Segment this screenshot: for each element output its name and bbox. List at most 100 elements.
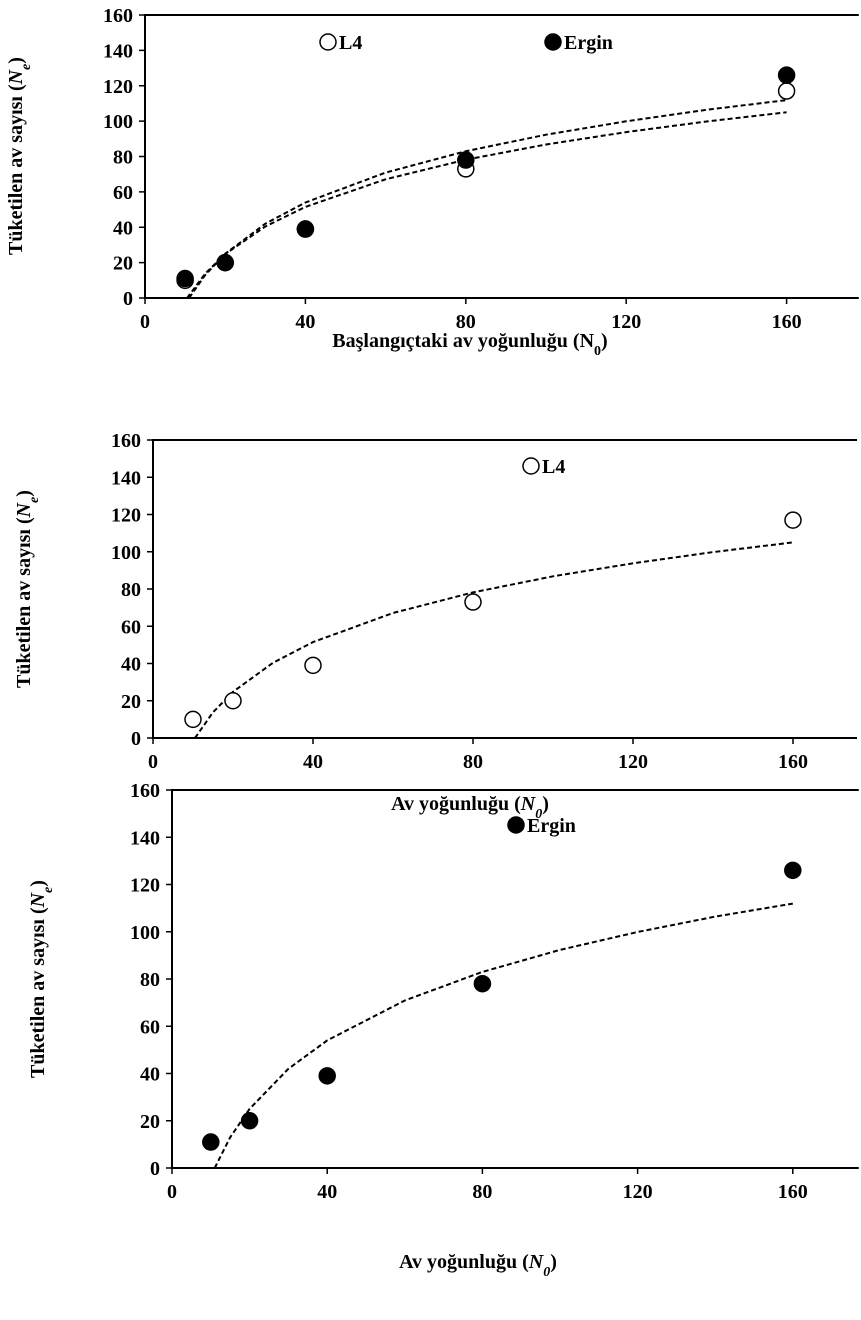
point [184,710,202,729]
y-tick-label: 140 [111,467,141,489]
chart: 0 20 40 60 80 100 120 140 160 0 40 80 120 160 Av yoğun… [27,780,859,1280]
legend-marker [544,33,562,51]
x-tick-label: 40 [317,1181,337,1203]
y-tick-label: 80 [140,969,160,991]
x-tick-label: 160 [772,311,802,333]
x-tick-label: 0 [148,751,158,773]
y-tick-label: 20 [121,691,141,713]
y-tick-label: 140 [103,40,133,62]
x-tick-label: 160 [778,751,808,773]
trendline [213,902,793,1169]
x-tick-label: 0 [167,1181,177,1203]
x-tick-label: 40 [295,311,315,333]
point [202,1133,220,1151]
point [777,66,796,84]
point [304,656,322,675]
legend-marker [319,33,337,51]
y-axis-label-part: N [5,68,27,85]
y-tick-label: 80 [121,579,141,601]
y-axis-label: Tüketilen av sayısı (Ne) [5,57,34,255]
point [224,692,242,710]
x-axis-label-part: Av yoğunluğu ( [399,1251,529,1273]
point [464,593,482,611]
y-axis-label-part: N [27,891,49,908]
y-axis-label-part: e [27,497,42,503]
y-tick-label: 0 [150,1158,160,1180]
x-axis-label-part: N [580,330,595,352]
x-tick-label: 120 [611,311,641,333]
legend-label: Ergin [527,815,576,837]
point [240,1112,259,1130]
x-tick-label: 80 [456,311,476,333]
x-axis-label-part: N [520,793,537,815]
trendline [194,541,794,739]
x-axis-label: Av yoğunluğu (N0) [399,1251,557,1280]
chart: 0 20 40 60 80 100 120 140 160 0 40 80 120 160 Av yoğun… [13,430,857,822]
y-tick-label: 40 [121,654,141,676]
y-axis-label-part: Tüketilen av sayısı ( [27,907,49,1078]
chart: 0 20 40 60 80 100 120 140 160 0 40 80 120 160 Başlangı… [5,5,859,359]
y-tick-label: 0 [131,728,141,750]
y-tick-label: 60 [140,1016,160,1038]
y-tick-label: 20 [113,253,133,275]
point [457,151,475,169]
legend-marker [507,816,525,834]
axis-frame [144,14,859,299]
y-tick-label: 60 [121,616,141,638]
y-tick-label: 120 [103,76,133,98]
y-tick-label: 120 [111,505,141,527]
y-axis-label-part: ) [5,57,27,64]
x-tick-label: 120 [623,1181,653,1203]
y-tick-label: 40 [140,1064,160,1086]
x-tick-label: 40 [303,751,323,773]
x-axis-label-part: 0 [594,344,601,359]
x-axis-label-part: ) [601,330,608,352]
trendline [186,111,787,299]
x-axis-label-part: ) [550,1251,557,1273]
x-axis-label: Başlangıçtaki av yoğunluğu (N0) [332,330,607,359]
x-tick-label: 80 [463,751,483,773]
legend-label: L4 [339,32,362,54]
x-tick-label: 0 [140,311,150,333]
y-tick-label: 40 [113,217,133,239]
y-axis-label-part: e [19,64,34,70]
point [296,220,315,238]
axis-frame [171,789,859,1169]
point [176,269,194,288]
legend-label: L4 [542,456,565,478]
x-axis-label-part: Av yoğunluğu ( [391,793,521,815]
point [777,82,796,100]
x-axis-label-part: ) [542,793,549,815]
x-tick-label: 160 [778,1181,808,1203]
y-tick-label: 140 [130,827,160,849]
y-axis-label-part: ) [27,880,49,887]
y-tick-label: 160 [111,430,141,452]
y-tick-label: 100 [111,542,141,564]
x-axis-label-part: 0 [535,807,542,822]
y-tick-label: 160 [103,5,133,27]
legend-label: Ergin [564,32,613,54]
y-tick-label: 60 [113,182,133,204]
y-axis-label: Tüketilen av sayısı (Ne) [13,490,42,688]
y-tick-label: 100 [130,922,160,944]
x-axis-label-part: 0 [543,1265,550,1280]
y-axis-label-part: e [41,887,56,893]
point [784,861,802,880]
x-axis-label-part: N [528,1251,545,1273]
point [318,1067,336,1085]
y-axis-label: Tüketilen av sayısı (Ne) [27,880,56,1078]
y-tick-label: 20 [140,1111,160,1133]
x-tick-label: 80 [472,1181,492,1203]
trendline [188,99,787,299]
y-tick-label: 160 [130,780,160,802]
y-tick-label: 120 [130,875,160,897]
y-tick-label: 100 [103,111,133,133]
x-axis-label: Av yoğunluğu (N0) [391,793,549,822]
point [216,253,234,272]
legend-marker [522,457,540,475]
point [784,511,802,529]
y-axis-label-part: Tüketilen av sayısı ( [5,84,27,255]
y-axis-label-part: Tüketilen av sayısı ( [13,517,35,688]
y-tick-label: 80 [113,147,133,169]
